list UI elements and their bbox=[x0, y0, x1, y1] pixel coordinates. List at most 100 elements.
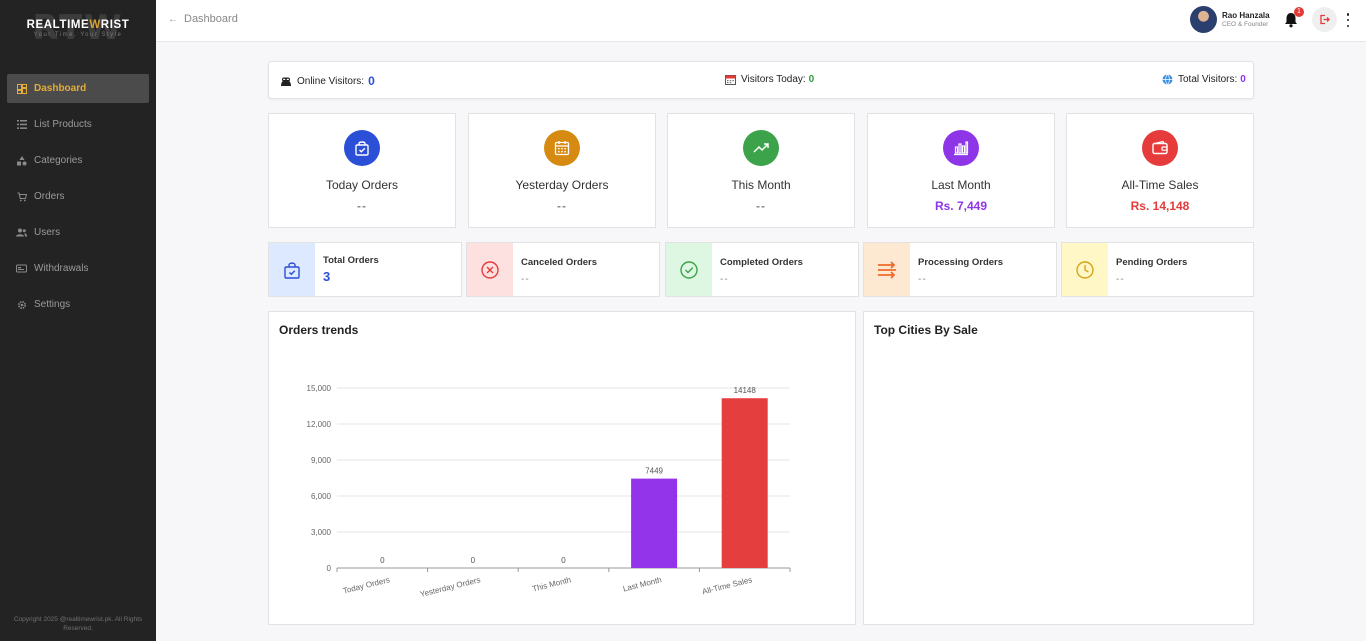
online-visitors-value: 0 bbox=[368, 74, 375, 88]
total-visitors: Total Visitors: 0 bbox=[1162, 74, 1246, 85]
sidebar-item-label: Categories bbox=[34, 155, 83, 166]
order-card-value: -- bbox=[521, 274, 530, 285]
orders-trends-panel: Orders trends 0 3,000 6,000 9,000 12,000 15,0… bbox=[268, 311, 856, 625]
sidebar-item-categories[interactable]: Categories bbox=[7, 146, 149, 175]
brand-logo[interactable]: RTW REALTIMEWRIST Your Time, Your Style bbox=[0, 6, 156, 48]
user-name: Rao Hanzala bbox=[1222, 11, 1270, 20]
sidebar-item-label: Settings bbox=[34, 299, 71, 310]
bar-data-label: 7449 bbox=[645, 467, 663, 476]
order-card-value: -- bbox=[1116, 274, 1125, 285]
calendar-icon bbox=[725, 74, 736, 85]
stat-label: Today Orders bbox=[325, 178, 399, 192]
arrow-left-icon[interactable]: ← bbox=[168, 13, 178, 25]
y-tick-label: 15,000 bbox=[307, 384, 332, 393]
sidebar-item-withdrawals[interactable]: Withdrawals bbox=[7, 254, 149, 283]
shopping-bag-icon bbox=[344, 130, 380, 166]
order-card-label: Processing Orders bbox=[918, 257, 1004, 268]
notification-badge: 1 bbox=[1294, 7, 1304, 17]
bar-data-label: 0 bbox=[561, 556, 566, 565]
top-header: ← Dashboard Rao Hanzala CEO & Founder 1 bbox=[156, 0, 1366, 42]
y-tick-label: 6,000 bbox=[311, 492, 332, 501]
chart-bar bbox=[631, 478, 678, 568]
stat-card-today-orders: Today Orders -- bbox=[268, 113, 456, 228]
x-tick-label: Yesterday Orders bbox=[419, 575, 481, 599]
order-card-processing[interactable]: Processing Orders -- bbox=[863, 242, 1057, 297]
panel-title: Top Cities By Sale bbox=[874, 323, 978, 337]
stat-label: All-Time Sales bbox=[1121, 178, 1199, 192]
x-circle-icon bbox=[467, 243, 513, 296]
logout-icon bbox=[1320, 14, 1330, 25]
order-card-label: Completed Orders bbox=[720, 257, 803, 268]
sidebar-item-label: Orders bbox=[34, 191, 65, 202]
x-tick-label: This Month bbox=[531, 575, 572, 593]
order-card-canceled[interactable]: Canceled Orders -- bbox=[466, 242, 660, 297]
visitors-bar: Online Visitors: 0 Visitors Today: 0 Tot… bbox=[268, 61, 1254, 99]
clock-icon bbox=[1062, 243, 1108, 296]
sidebar-item-users[interactable]: Users bbox=[7, 218, 149, 247]
sidebar: RTW REALTIMEWRIST Your Time, Your Style … bbox=[0, 0, 156, 641]
panel-title: Orders trends bbox=[279, 323, 359, 337]
chart-bar bbox=[721, 398, 768, 568]
y-tick-label: 12,000 bbox=[307, 420, 332, 429]
user-profile[interactable]: Rao Hanzala CEO & Founder bbox=[1190, 6, 1270, 33]
shopping-bag-icon bbox=[269, 243, 315, 296]
y-tick-label: 0 bbox=[327, 564, 332, 573]
order-card-pending[interactable]: Pending Orders -- bbox=[1061, 242, 1254, 297]
bar-data-label: 14148 bbox=[734, 386, 757, 395]
avatar[interactable] bbox=[1190, 6, 1217, 33]
order-card-label: Canceled Orders bbox=[521, 257, 598, 268]
order-card-value: -- bbox=[720, 274, 729, 285]
online-visitors-label: Online Visitors: bbox=[297, 75, 365, 87]
sidebar-item-label: Withdrawals bbox=[34, 263, 89, 274]
sidebar-nav: Dashboard List Products Categories Order… bbox=[7, 74, 149, 326]
sidebar-item-label: List Products bbox=[34, 119, 92, 130]
stat-card-all-time-sales: All-Time Sales Rs. 14,148 bbox=[1066, 113, 1254, 228]
breadcrumb[interactable]: ← Dashboard bbox=[168, 13, 238, 25]
bar-data-label: 0 bbox=[380, 556, 385, 565]
bar-data-label: 0 bbox=[471, 556, 476, 565]
wallet-icon bbox=[1142, 130, 1178, 166]
y-tick-label: 9,000 bbox=[311, 456, 332, 465]
total-visitors-value: 0 bbox=[1240, 74, 1246, 85]
order-card-total[interactable]: Total Orders 3 bbox=[268, 242, 462, 297]
sidebar-item-label: Dashboard bbox=[34, 83, 87, 94]
online-visitors-icon bbox=[280, 76, 292, 87]
sidebar-item-label: Users bbox=[34, 227, 61, 238]
x-tick-label: Last Month bbox=[622, 575, 663, 593]
more-options-icon[interactable] bbox=[1345, 13, 1351, 27]
order-card-label: Total Orders bbox=[323, 255, 379, 266]
sidebar-item-orders[interactable]: Orders bbox=[7, 182, 149, 211]
logo-wordmark: REALTIMEWRIST bbox=[26, 19, 130, 31]
sidebar-item-settings[interactable]: Settings bbox=[7, 290, 149, 319]
x-tick-label: Today Orders bbox=[342, 575, 391, 595]
stat-label: This Month bbox=[731, 178, 791, 192]
x-tick-label: All-Time Sales bbox=[701, 575, 753, 596]
order-card-completed[interactable]: Completed Orders -- bbox=[665, 242, 859, 297]
sidebar-item-dashboard[interactable]: Dashboard bbox=[7, 74, 149, 103]
stat-card-last-month: Last Month Rs. 7,449 bbox=[867, 113, 1055, 228]
calendar-icon bbox=[544, 130, 580, 166]
stat-value: Rs. 14,148 bbox=[1130, 199, 1190, 213]
bell-icon[interactable] bbox=[1284, 12, 1298, 28]
sidebar-item-list-products[interactable]: List Products bbox=[7, 110, 149, 139]
categories-icon bbox=[16, 155, 27, 166]
orders-trends-chart: 0 3,000 6,000 9,000 12,000 15,000 0 Today Order… bbox=[307, 384, 791, 599]
y-tick-label: 3,000 bbox=[311, 528, 332, 537]
dashboard-icon bbox=[16, 83, 27, 94]
order-card-value: -- bbox=[918, 274, 927, 285]
stat-value: Rs. 7,449 bbox=[934, 199, 988, 213]
visitors-today-value: 0 bbox=[808, 74, 815, 85]
wallet-icon bbox=[16, 263, 27, 274]
stat-label: Yesterday Orders bbox=[515, 178, 609, 192]
order-card-label: Pending Orders bbox=[1116, 257, 1188, 268]
globe-icon bbox=[1162, 74, 1173, 85]
logout-button[interactable] bbox=[1312, 7, 1337, 32]
stat-card-yesterday-orders: Yesterday Orders -- bbox=[468, 113, 656, 228]
gear-icon bbox=[16, 299, 27, 310]
total-visitors-label: Total Visitors: bbox=[1178, 74, 1238, 85]
copyright-text: Copyright 2025 @realtimewrist.pk. All Ri… bbox=[13, 616, 143, 632]
check-circle-icon bbox=[666, 243, 712, 296]
stat-card-this-month: This Month -- bbox=[667, 113, 855, 228]
user-role: CEO & Founder bbox=[1222, 21, 1269, 28]
top-cities-panel: Top Cities By Sale bbox=[863, 311, 1254, 625]
